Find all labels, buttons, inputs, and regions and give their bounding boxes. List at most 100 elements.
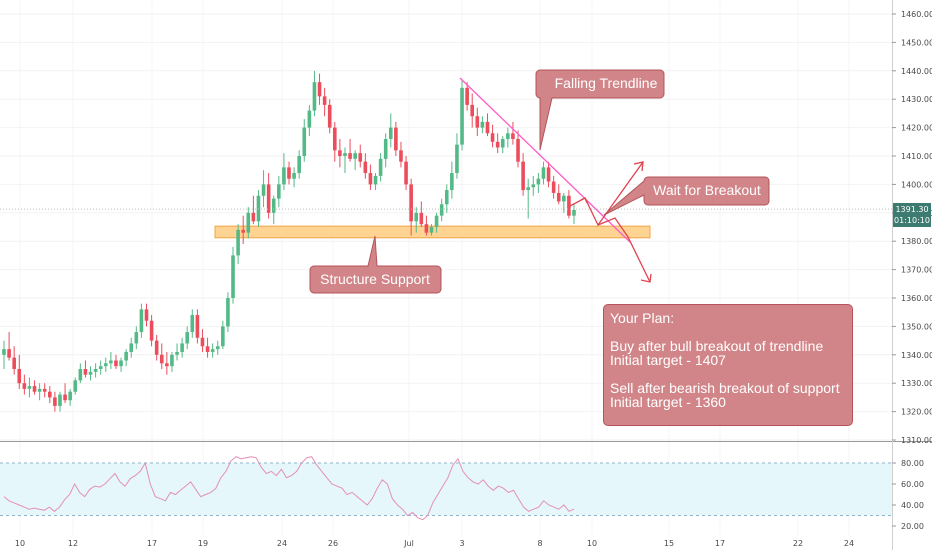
candle-body (414, 212, 419, 222)
time-tick-label: 8 (537, 539, 542, 548)
time-axis[interactable]: 10 12 17 19 24 26 Jul 3 8 10 15 17 22 24 (15, 539, 854, 548)
plan-spacer (610, 367, 846, 381)
candle-body (83, 369, 88, 375)
candle-body (139, 309, 144, 333)
candle-body (98, 366, 103, 369)
rsi-tick-label: 80.00 (901, 459, 924, 468)
time-tick-label: 10 (15, 539, 25, 548)
candle-body (93, 369, 98, 372)
time-tick-label: 26 (328, 539, 338, 548)
candle-body (485, 121, 490, 134)
candle-body (302, 127, 307, 156)
falling-trendline-label: Falling Trendline (555, 75, 658, 91)
candle-body (2, 349, 6, 355)
plan-sell: Sell after bearish breakout of support (610, 380, 840, 396)
candle-body (383, 138, 388, 159)
candle-body (424, 224, 429, 233)
rsi-tick-label: 60.00 (901, 480, 924, 489)
falling-trendline-callout[interactable]: Falling Trendline (535, 69, 665, 151)
price-tick-label: 1330.00 (901, 379, 932, 388)
plan-spacer (610, 325, 846, 339)
candle-body (353, 153, 357, 159)
price-tick-label: 1420.00 (901, 124, 932, 133)
small-arrow-head (580, 197, 588, 204)
candle-body (536, 178, 541, 185)
rsi-axis[interactable]: 80.00 60.00 40.00 20.00 (892, 459, 924, 531)
candle-body (562, 195, 566, 202)
candle-body (58, 394, 62, 406)
price-tick-label: 1310.00 (901, 436, 932, 445)
candle-body (490, 133, 495, 142)
candle-body (312, 82, 317, 111)
rsi-line (3, 456, 575, 521)
time-tick-label: 24 (277, 539, 287, 548)
candle-body (103, 363, 108, 367)
candle-body (419, 212, 424, 225)
candle-body (572, 209, 576, 216)
candle-body (27, 386, 32, 389)
candle-body (124, 351, 128, 361)
wait-breakout-callout[interactable]: Wait for Breakout (603, 176, 770, 216)
price-tick-label: 1340.00 (901, 351, 932, 360)
wait-breakout-label: Wait for Breakout (653, 182, 761, 198)
candle-body (119, 360, 123, 367)
candle-body (444, 190, 449, 205)
candle-body (236, 229, 240, 256)
candle-body (165, 363, 169, 367)
time-tick-label: 22 (793, 539, 803, 548)
candle-body (521, 161, 525, 191)
price-tick-label: 1350.00 (901, 322, 932, 331)
plan-title: Your Plan: (610, 310, 675, 326)
rsi-tick-label: 40.00 (901, 501, 924, 510)
plan-buy: Buy after bull breakout of trendline (610, 338, 824, 354)
candle-body (149, 320, 154, 341)
candle-body (226, 298, 230, 327)
candle-body (434, 215, 439, 227)
candle-body (195, 315, 200, 338)
candle-body (358, 153, 363, 162)
falling-trendline[interactable] (459, 77, 631, 243)
candle-body (297, 156, 301, 174)
candle-body (73, 380, 78, 392)
trade-plan-box[interactable]: Your Plan: Buy after bull breakout of tr… (603, 304, 853, 426)
candle-body (322, 96, 327, 105)
candle-body (546, 167, 551, 182)
candle-body (292, 173, 296, 179)
candle-body (129, 343, 134, 352)
candle-body (231, 255, 235, 298)
candle-body (465, 87, 469, 105)
candle-body (475, 116, 480, 128)
candle-body (348, 153, 352, 159)
candle-body (180, 343, 184, 352)
time-tick-label: 15 (664, 539, 674, 548)
candle-body (12, 357, 16, 369)
candle-body (159, 354, 164, 364)
candle-body (114, 360, 118, 367)
candle-body (480, 121, 485, 128)
candle-body (506, 133, 510, 139)
projection-arrows (569, 161, 652, 283)
candle-body (88, 371, 93, 375)
callout-shape (603, 176, 770, 216)
price-tick-label: 1360.00 (901, 294, 932, 303)
candle-body (394, 127, 398, 151)
time-tick-label: 3 (459, 539, 464, 548)
plan-buy-target: Initial target - 1407 (610, 352, 726, 368)
structure-support-callout[interactable]: Structure Support (309, 235, 442, 294)
bull-path-arrow (569, 161, 644, 227)
candle-body (154, 340, 159, 355)
candle-body (460, 87, 464, 145)
structure-support-label: Structure Support (320, 271, 430, 287)
candle-body (37, 388, 42, 392)
time-tick-label: 12 (68, 539, 78, 548)
candle-body (241, 229, 245, 233)
candle-body (17, 369, 22, 384)
time-tick-label: 17 (147, 539, 157, 548)
candle-body (495, 141, 500, 148)
candle-body (450, 173, 454, 191)
price-axis[interactable]: 1460.00 1450.00 1440.00 1430.00 1420.00 1410.… (892, 10, 932, 445)
candle-body (215, 346, 220, 350)
candle-body (205, 346, 210, 352)
candle-body (556, 192, 561, 202)
